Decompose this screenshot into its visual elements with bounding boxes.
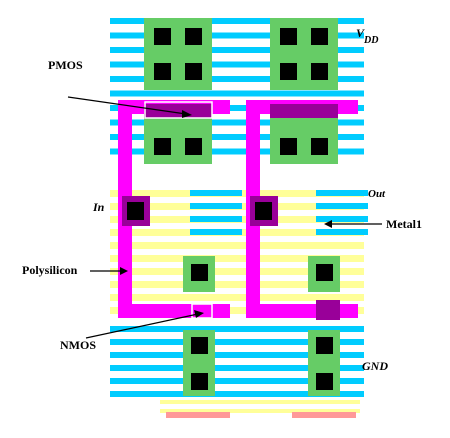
nmos-contact-6	[316, 373, 333, 390]
highlight-boxes	[144, 101, 213, 319]
metal1-stripe-bottom-1	[110, 339, 364, 345]
pmos-contact-11	[280, 138, 297, 155]
pink-stripes	[166, 412, 356, 418]
polysilicon-arrowhead	[120, 267, 128, 275]
nmos-contact-2	[316, 264, 333, 281]
vdd-v: V	[356, 26, 365, 40]
output-label: Out	[368, 188, 386, 200]
metal1-stripe-top-5	[110, 90, 364, 97]
contacts	[122, 28, 333, 390]
pmos-label: PMOS	[48, 58, 83, 72]
pink-stripe-right	[292, 412, 356, 418]
nmos-arrowhead	[194, 310, 204, 318]
metal1-stripe-bottom-3	[110, 365, 364, 371]
metal1-stripe-top-9	[110, 148, 364, 155]
nmos-contact-5	[191, 373, 208, 390]
poly-stripe-bottom-0	[160, 400, 360, 404]
metal1-arrowhead	[324, 220, 332, 228]
pmos-gate-left	[144, 104, 212, 118]
metal1-stripe-mid-right-1	[316, 203, 368, 209]
pmos-contact-8	[311, 63, 328, 80]
metal1-stripe-top-1	[110, 32, 364, 39]
metal1-stripe-mid-right-2	[316, 216, 368, 222]
nmos-contact-3	[191, 337, 208, 354]
poly-stripe-5	[110, 255, 364, 262]
metal1-stripe-top-3	[110, 61, 364, 68]
pmos-contact-10	[185, 138, 202, 155]
layer-stripes	[110, 18, 368, 413]
nmos-label: NMOS	[60, 338, 96, 352]
pmos-contact-4	[185, 63, 202, 80]
pmos-contact-12	[311, 138, 328, 155]
nmos-gate-right	[316, 300, 340, 320]
callout-arrows	[67, 96, 382, 339]
pmos-contact-3	[154, 63, 171, 80]
poly-stripe-6	[110, 268, 364, 275]
metal1-stripe-bottom-4	[110, 378, 364, 384]
metal1-stripe-top-0	[110, 18, 364, 24]
pink-stripe-left	[166, 412, 230, 418]
gnd-label: GND	[362, 359, 388, 373]
metal1-stripe-bottom-5	[110, 391, 364, 397]
metal1-stripe-top-6	[110, 105, 364, 111]
metal1-stripe-top-8	[110, 134, 364, 140]
nmos-highlight-box	[191, 303, 213, 319]
poly-left-bottom	[118, 304, 230, 318]
nmos-contact-1	[191, 264, 208, 281]
metal1-stripe-bottom-0	[110, 326, 364, 332]
poly-stripe-4	[110, 242, 364, 249]
vdd-subscript: DD	[364, 35, 379, 46]
metal1-stripe-mid-left-3	[190, 229, 242, 235]
metal1-stripe-top-4	[110, 76, 364, 82]
pmos-contact-2	[185, 28, 202, 45]
pmos-contact-9	[154, 138, 171, 155]
poly-stripe-9	[110, 307, 364, 314]
polysilicon-label: Polysilicon	[22, 263, 78, 277]
nmos-arrow-line	[85, 313, 199, 339]
metal1-stripe-mid-left-0	[190, 190, 242, 196]
metal1-label: Metal1	[386, 217, 422, 231]
metal1-stripe-mid-left-1	[190, 203, 242, 209]
metal1-stripe-mid-left-2	[190, 216, 242, 222]
metal1-stripe-bottom-2	[110, 352, 364, 358]
poly-stripe-8	[110, 294, 364, 301]
metal1-stripe-top-7	[110, 119, 364, 126]
nmos-contact-4	[316, 337, 333, 354]
metal1-stripe-mid-right-3	[316, 229, 368, 235]
poly-right-bottom	[246, 304, 358, 318]
pmos-contact-6	[311, 28, 328, 45]
metal1-stripe-top-2	[110, 47, 364, 53]
vdd-label: VDD	[356, 26, 378, 46]
pmos-contact-1	[154, 28, 171, 45]
pmos-highlight-box	[144, 101, 213, 119]
poly-stripe-bottom-1	[160, 409, 360, 413]
pmos-contact-7	[280, 63, 297, 80]
poly-stripe-7	[110, 281, 364, 288]
pmos-gate-right	[270, 104, 338, 118]
input-contact	[127, 202, 144, 220]
pmos-arrowhead	[182, 110, 192, 118]
input-label: In	[93, 200, 105, 214]
output-contact	[255, 202, 272, 220]
pmos-contact-5	[280, 28, 297, 45]
pmos-arrow-line	[67, 96, 187, 115]
metal1-stripe-mid-right-0	[316, 190, 368, 196]
